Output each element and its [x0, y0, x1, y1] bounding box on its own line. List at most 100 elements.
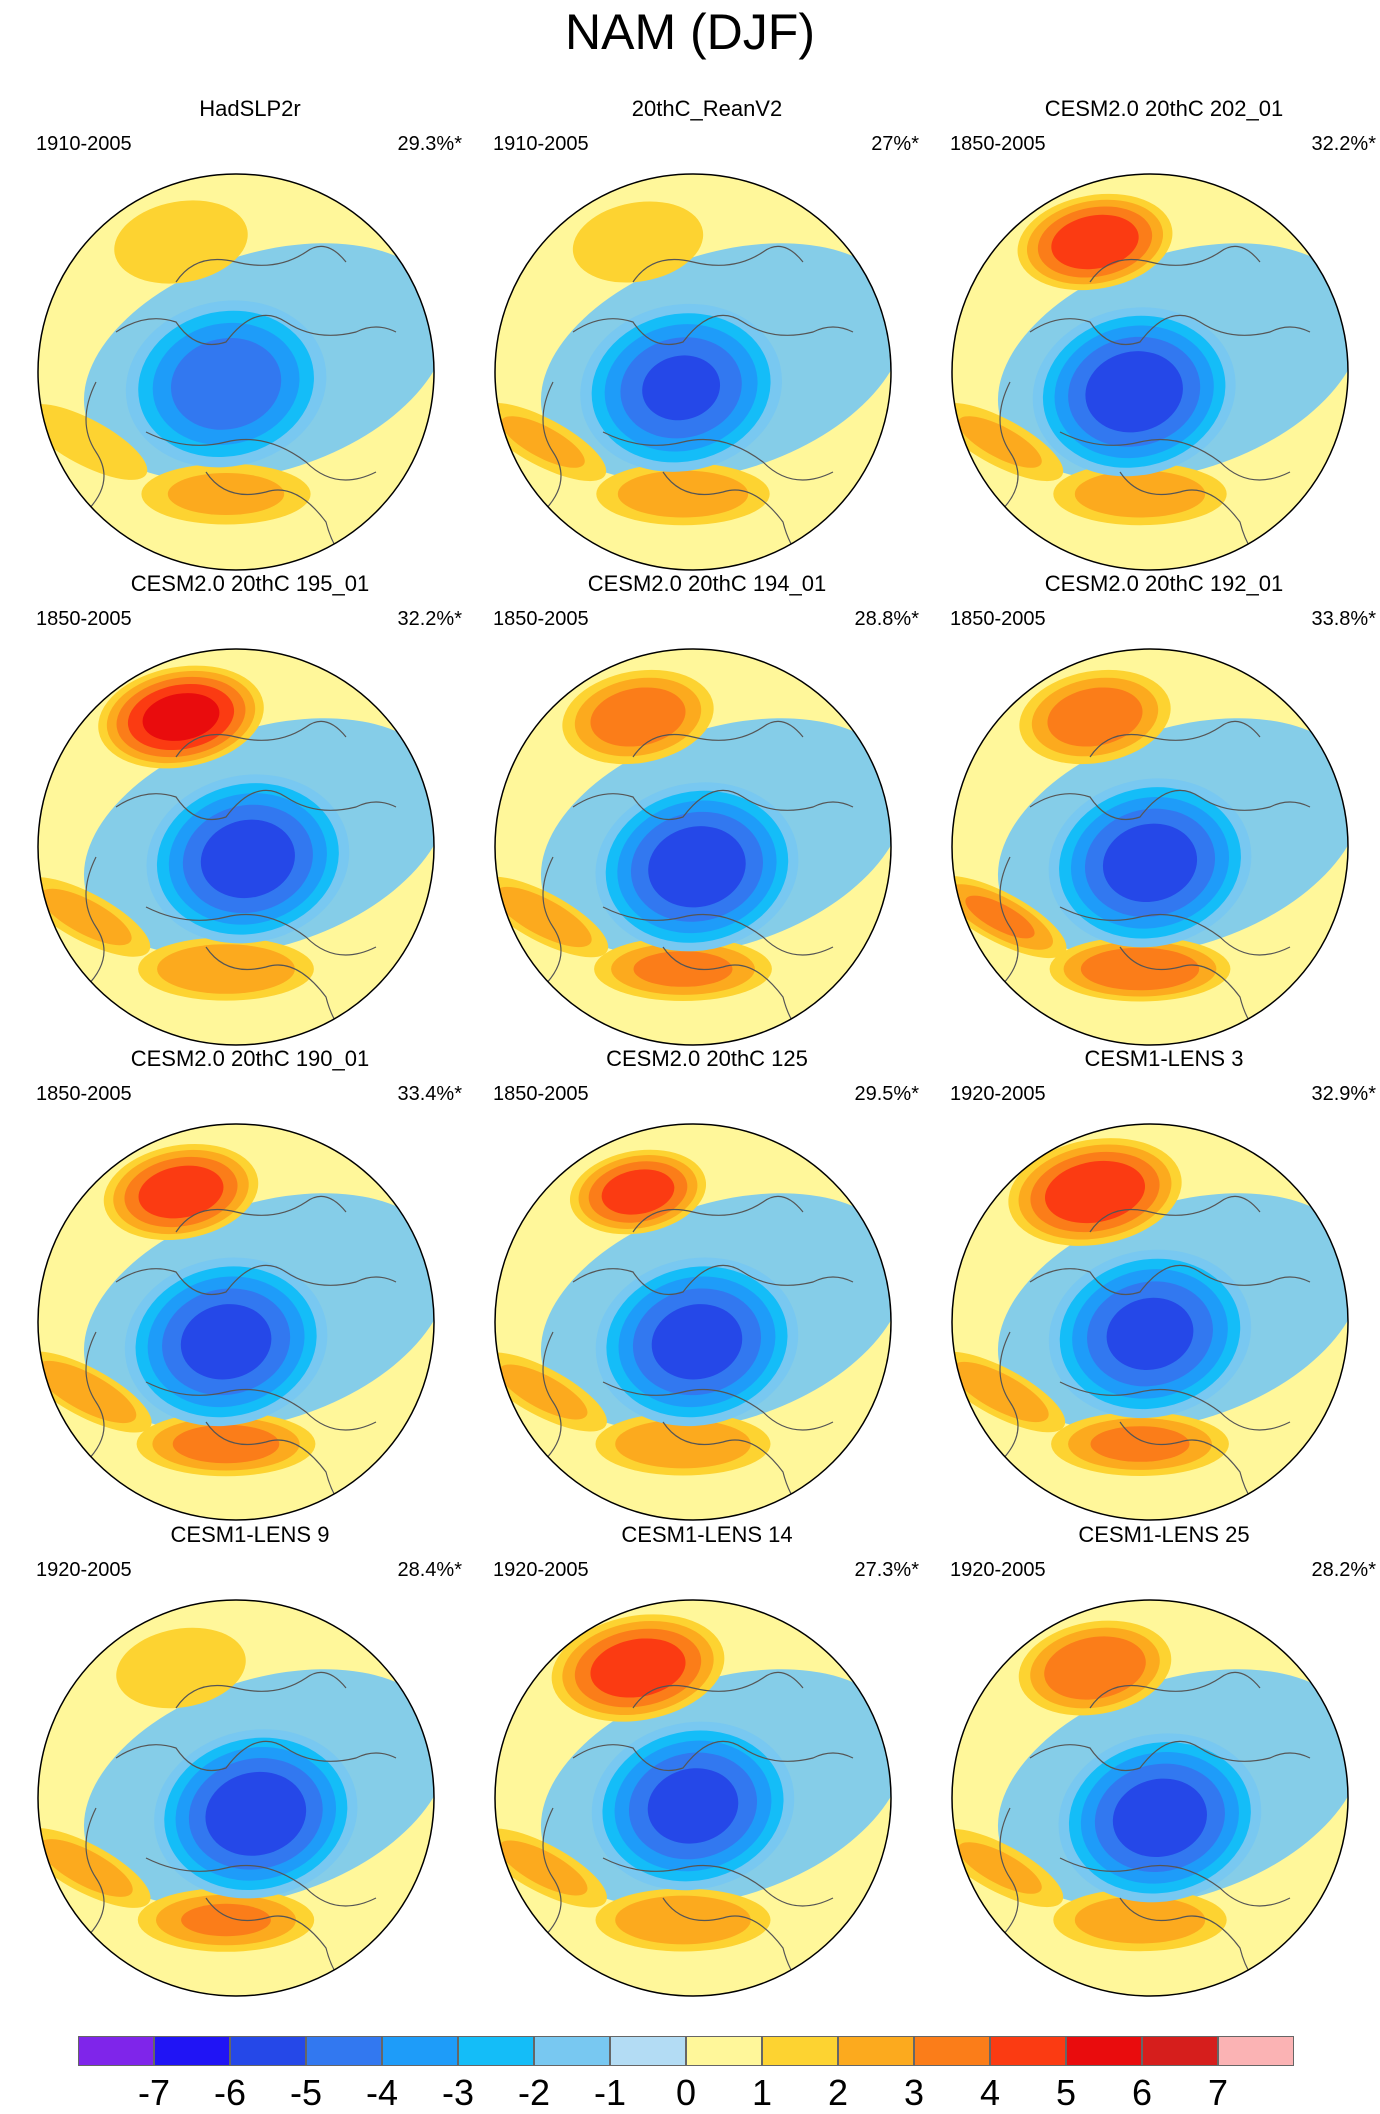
map-panel: CESM1-LENS 25 1920-2005 28.2%*	[944, 1522, 1380, 1997]
atlantic-high-contour-level-3	[633, 951, 733, 987]
polar-map	[494, 1599, 892, 1997]
coastline	[632, 1671, 804, 1709]
map-panel: CESM1-LENS 9 1920-2005 28.4%*	[30, 1522, 470, 1997]
coastline	[999, 381, 1019, 513]
colorbar-swatch	[686, 2036, 762, 2066]
coastline	[1059, 906, 1291, 956]
atlantic-high-contour-level-2	[615, 1419, 751, 1469]
pacific-high-contour-level-1	[572, 201, 704, 283]
panel-title: CESM2.0 20thC 125	[606, 1046, 808, 1071]
colorbar-tick-label: -6	[213, 2072, 246, 2113]
panel-title: CESM1-LENS 9	[170, 1522, 330, 1547]
map-border	[494, 1599, 892, 1997]
panel-variance-explained: 32.2%*	[1311, 133, 1377, 155]
panel-title: CESM2.0 20thC 195_01	[130, 571, 370, 596]
panel-title: CESM2.0 20thC 194_01	[587, 571, 827, 596]
coastline	[602, 1857, 834, 1907]
atlantic-high-contour-level-3	[181, 1903, 271, 1937]
panel-title: 20thC_ReanV2	[631, 96, 783, 121]
map-panel: 20thC_ReanV2 1910-2005 27%*	[487, 96, 927, 571]
coastline	[632, 720, 804, 758]
pacific-high-contour-level-1	[114, 200, 248, 284]
north-america-high-contour-level-2	[958, 1842, 1042, 1894]
coastline	[115, 789, 397, 821]
coastline	[145, 906, 377, 956]
pacific-high-contour-level-4	[1044, 1160, 1146, 1224]
polar-map	[951, 1599, 1349, 1997]
map-border	[494, 173, 892, 571]
panel-period: 1850-2005	[36, 608, 132, 630]
atlantic-high-contour-level-2	[157, 944, 295, 994]
colorbar-tick-label: -3	[441, 2072, 474, 2113]
colorbar-swatch	[458, 2036, 534, 2066]
panel-period: 1850-2005	[493, 608, 589, 630]
map-border	[951, 1123, 1349, 1521]
coastline	[632, 245, 804, 283]
north-america-high-contour-level-2	[39, 1839, 133, 1897]
north-america-high-contour-level-2	[958, 416, 1042, 468]
map-panel: HadSLP2r 1910-2005 29.3%*	[30, 96, 470, 571]
panel-period: 1920-2005	[950, 1559, 1046, 1581]
north-america-high-contour-level-2	[498, 1840, 588, 1896]
coastline	[542, 1807, 562, 1939]
coastline	[542, 1331, 562, 1463]
map-border	[37, 1123, 435, 1521]
panel-period: 1920-2005	[950, 1083, 1046, 1105]
north-america-high-contour-level-2	[38, 1360, 137, 1424]
panel-variance-explained: 29.5%*	[854, 1083, 920, 1105]
colorbar-tick-label: -4	[365, 2072, 398, 2113]
panel-variance-explained: 27.3%*	[854, 1559, 920, 1581]
atlantic-high-contour-level-2	[615, 1895, 751, 1945]
coastline	[85, 1331, 105, 1463]
coastline	[115, 314, 397, 346]
polar-map	[494, 173, 892, 571]
coastline	[572, 1740, 854, 1772]
coastline	[999, 1807, 1019, 1939]
coastline	[175, 245, 347, 283]
panel-period: 1920-2005	[493, 1559, 589, 1581]
colorbar-swatch	[1218, 2036, 1294, 2066]
map-panel: CESM1-LENS 14 1920-2005 27.3%*	[487, 1522, 927, 1997]
polar-map	[37, 173, 435, 571]
coastline	[1089, 1671, 1261, 1709]
coastline	[145, 431, 377, 481]
coastline	[1089, 1195, 1261, 1233]
polar-map	[951, 173, 1349, 571]
coastline	[1089, 720, 1261, 758]
polar-map	[951, 648, 1349, 1046]
arctic-low-contour-level--5	[1106, 1297, 1194, 1370]
panel-variance-explained: 27%*	[871, 133, 919, 155]
pacific-high-contour-level-4	[601, 1169, 675, 1215]
map-border	[494, 1123, 892, 1521]
colorbar-swatch	[230, 2036, 306, 2066]
pacific-high-contour-level-3	[1047, 687, 1143, 747]
panel-variance-explained: 33.8%*	[1311, 608, 1377, 630]
coastline	[85, 1807, 105, 1939]
colorbar-swatch	[762, 2036, 838, 2066]
panel-title: HadSLP2r	[199, 96, 301, 121]
panel-variance-explained: 32.2%*	[397, 608, 463, 630]
pacific-high-contour-level-4	[590, 1638, 686, 1698]
panel-period: 1910-2005	[36, 133, 132, 155]
pacific-high-contour-level-1	[116, 1627, 246, 1709]
colorbar-tick-label: 4	[979, 2072, 1001, 2113]
panel-variance-explained: 29.3%*	[397, 133, 463, 155]
polar-map	[494, 1123, 892, 1521]
panel-variance-explained: 28.4%*	[397, 1559, 463, 1581]
arctic-low-contour-level--5	[1112, 1778, 1207, 1858]
colorbar-tick-label: -1	[593, 2072, 626, 2113]
coastline	[145, 1857, 377, 1907]
colorbar-swatch	[1142, 2036, 1218, 2066]
panel-period: 1850-2005	[950, 133, 1046, 155]
coastline	[85, 381, 105, 513]
coastline	[1029, 314, 1311, 346]
coastline	[1059, 1857, 1291, 1907]
colorbar-tick-label: 5	[1055, 2072, 1077, 2113]
map-border	[951, 648, 1349, 1046]
coastline	[175, 720, 347, 758]
coastline	[999, 1331, 1019, 1463]
coastline	[602, 1381, 834, 1431]
colorbar-tick-label: 7	[1207, 2072, 1229, 2113]
coastline	[175, 1195, 347, 1233]
colorbar-swatch	[154, 2036, 230, 2066]
